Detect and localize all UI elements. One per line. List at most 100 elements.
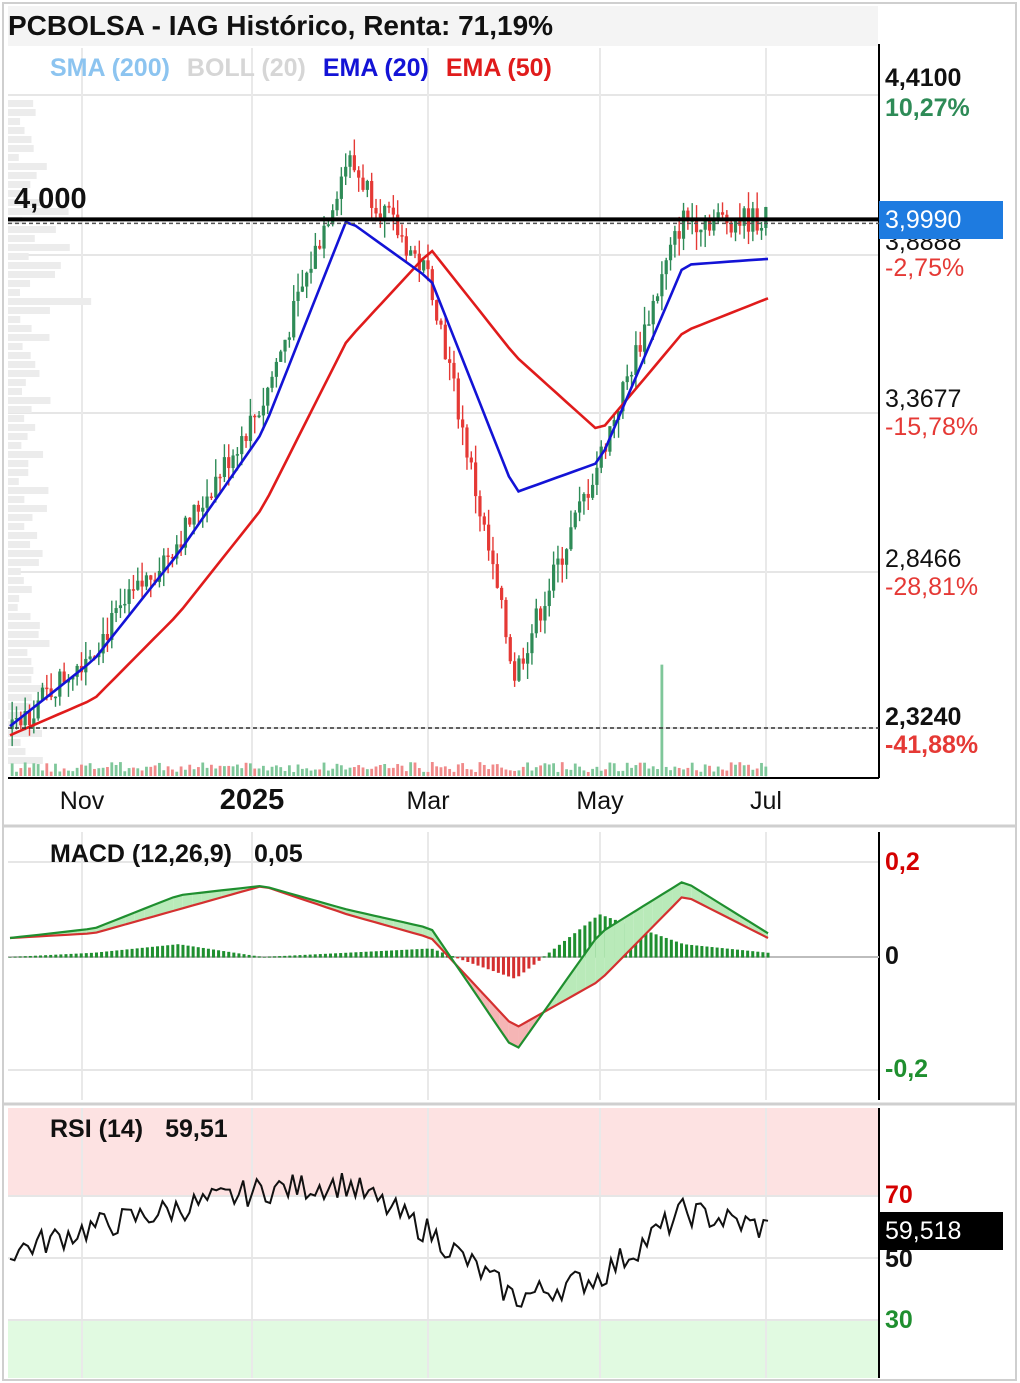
candle-body	[733, 221, 738, 233]
candle-body	[196, 504, 201, 512]
volume-bar	[469, 769, 473, 776]
volume-bar	[430, 762, 434, 776]
volume-bar	[127, 768, 131, 776]
candle-body	[391, 207, 395, 215]
candle-body	[261, 405, 265, 416]
candle-body	[547, 590, 551, 607]
macd-histogram-bar	[374, 951, 378, 958]
volume-bar	[101, 767, 105, 776]
candle-body	[699, 229, 703, 233]
macd-histogram-bar	[318, 954, 322, 958]
volume-bar	[313, 769, 317, 776]
price-axis-pct: -15,78%	[885, 413, 979, 441]
candle-body	[166, 555, 170, 557]
candle-body	[452, 362, 456, 379]
volume-bar	[41, 770, 44, 776]
macd-histogram-bar	[415, 949, 419, 958]
volume-bar	[97, 768, 101, 776]
macd-histogram-bar	[94, 952, 98, 958]
candle-body	[32, 718, 36, 726]
candle-body	[88, 656, 92, 659]
volume-bar	[682, 769, 685, 776]
volume-bar	[552, 763, 555, 776]
volume-bar	[171, 769, 174, 776]
volume-bar	[339, 765, 343, 776]
candle-body	[759, 228, 764, 231]
macd-fill	[480, 990, 490, 1015]
volume-bar	[695, 770, 698, 776]
candle-body	[569, 527, 573, 550]
volume-profile-bar	[8, 595, 20, 602]
volume-bar	[591, 768, 594, 776]
volume-bar	[608, 762, 612, 776]
candle-body	[551, 564, 556, 591]
macd-histogram-bar	[690, 944, 694, 958]
legend-ema20[interactable]: EMA (20)	[322, 54, 429, 82]
macd-histogram-bar	[461, 957, 465, 961]
volume-bar	[123, 771, 127, 776]
macd-histogram-bar	[430, 948, 434, 958]
candle-body	[673, 231, 677, 245]
volume-bar	[175, 771, 179, 776]
volume-bar	[309, 770, 313, 776]
x-axis-label: May	[576, 787, 624, 815]
volume-profile-bar	[8, 397, 51, 404]
legend-sma200[interactable]: SMA (200)	[50, 54, 170, 82]
volume-profile-bar	[8, 685, 46, 692]
volume-profile-bar	[8, 658, 32, 665]
volume-profile-bar	[8, 271, 55, 278]
macd-histogram-bar	[456, 957, 460, 959]
candle-body	[716, 212, 720, 219]
volume-bar	[491, 764, 495, 776]
macd-histogram-bar	[395, 950, 399, 958]
volume-profile-bar	[8, 514, 33, 521]
macd-histogram-bar	[496, 957, 500, 973]
volume-bar	[595, 766, 599, 776]
price-axis-value: 3,3677	[885, 385, 962, 413]
macd-histogram-bar	[288, 955, 292, 958]
macd-histogram-bar	[176, 944, 180, 958]
volume-profile-bar	[8, 478, 19, 485]
volume-bar	[383, 764, 387, 776]
price-axis-pct: -28,81%	[885, 573, 979, 601]
volume-bar	[19, 768, 23, 776]
volume-bar	[751, 769, 755, 776]
candle-body	[443, 324, 447, 360]
volume-bar	[556, 771, 560, 776]
macd-value: 0,05	[254, 840, 303, 868]
macd-fill	[729, 909, 740, 924]
macd-histogram-bar	[547, 952, 551, 958]
macd-histogram-bar	[710, 947, 714, 958]
macd-histogram-bar	[766, 952, 770, 958]
volume-profile-bar	[8, 730, 43, 737]
macd-axis-label: 0,2	[885, 848, 920, 876]
candle-body	[534, 608, 538, 634]
macd-histogram-bar	[578, 929, 582, 958]
macd-histogram-bar	[298, 955, 302, 958]
candle-body	[19, 718, 23, 726]
candle-body	[517, 658, 521, 681]
macd-histogram-bar	[527, 957, 531, 969]
candle-body	[305, 272, 309, 287]
macd-histogram-bar	[79, 953, 83, 958]
candle-body	[339, 176, 343, 199]
volume-bar	[712, 771, 716, 776]
volume-bar	[166, 766, 170, 776]
candle-body	[352, 155, 356, 171]
macd-signal-line	[9, 885, 769, 1028]
legend-ema50[interactable]: EMA (50)	[445, 54, 552, 82]
volume-profile-bar	[8, 325, 32, 332]
candle-body	[378, 213, 382, 221]
volume-bar	[755, 768, 759, 776]
candle-body	[170, 556, 175, 559]
volume-bar	[578, 766, 581, 776]
volume-bar	[15, 771, 18, 776]
macd-histogram-bar	[476, 957, 480, 966]
macd-fill	[508, 1021, 519, 1048]
candle-body	[729, 223, 733, 233]
legend-boll20[interactable]: BOLL (20)	[186, 54, 306, 82]
volume-bar	[400, 765, 404, 776]
macd-histogram-bar	[685, 944, 689, 958]
macd-histogram-bar	[568, 937, 572, 958]
volume-bar	[287, 765, 291, 776]
